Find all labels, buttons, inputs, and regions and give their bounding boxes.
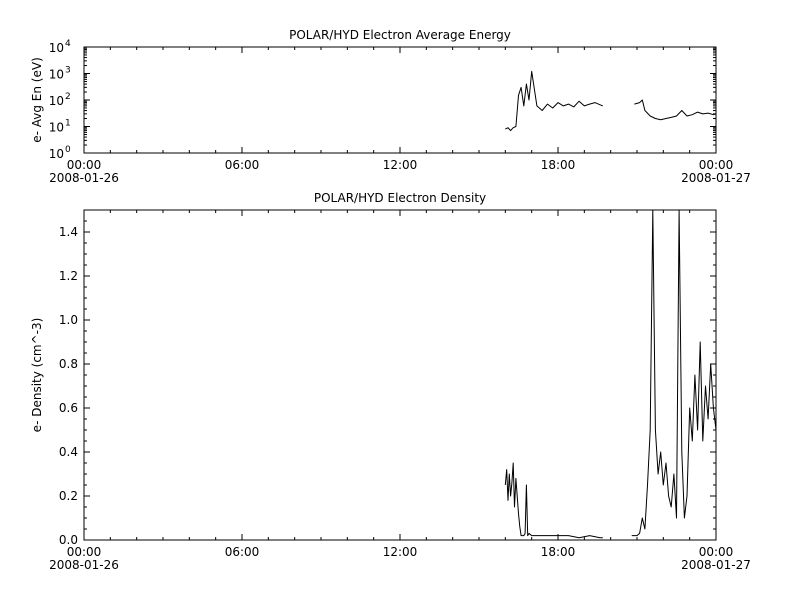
energy-x-tick-date: 2008-01-26 xyxy=(49,171,119,185)
energy-panel: POLAR/HYD Electron Average Energy e- Avg… xyxy=(30,28,751,185)
energy-x-tick-label: 12:00 xyxy=(383,158,418,172)
energy-y-tick-exponent: 4 xyxy=(65,39,71,49)
energy-y-tick-exponent: 1 xyxy=(65,119,71,129)
density-y-tick-label: 1.2 xyxy=(59,269,78,283)
density-y-tick-label: 0.6 xyxy=(59,401,78,415)
density-x-tick-date: 2008-01-26 xyxy=(49,558,119,572)
density-x-tick-label: 00:00 xyxy=(67,545,102,559)
density-y-tick-label: 1.4 xyxy=(59,225,78,239)
energy-x-tick-label: 06:00 xyxy=(225,158,260,172)
density-y-tick-label: 1.0 xyxy=(59,313,78,327)
energy-plot-frame xyxy=(83,46,717,154)
density-x-tick-label: 00:00 xyxy=(699,545,734,559)
energy-plot-title: POLAR/HYD Electron Average Energy xyxy=(289,28,511,42)
density-x-tick-label: 12:00 xyxy=(383,545,418,559)
density-plot-frame xyxy=(83,209,717,541)
energy-y-tick-label: 10 xyxy=(49,121,64,135)
energy-y-tick-label: 10 xyxy=(49,147,64,161)
density-y-tick-label: 0.0 xyxy=(59,533,78,547)
density-series-line xyxy=(631,209,717,537)
energy-x-tick-date: 2008-01-27 xyxy=(681,171,751,185)
energy-y-tick-exponent: 2 xyxy=(65,92,71,102)
density-x-tick-date: 2008-01-27 xyxy=(681,558,751,572)
energy-y-tick-label: 10 xyxy=(49,41,64,55)
density-x-tick-label: 06:00 xyxy=(225,545,260,559)
energy-series xyxy=(505,70,717,132)
energy-y-axis-label: e- Avg En (eV) xyxy=(30,57,44,143)
energy-y-tick-exponent: 3 xyxy=(65,66,71,76)
density-y-axis-label: e- Density (cm^-3) xyxy=(30,318,44,433)
energy-x-tick-label: 00:00 xyxy=(67,158,102,172)
density-series-line xyxy=(504,462,603,539)
energy-x-tick-label: 00:00 xyxy=(699,158,734,172)
density-plot-title: POLAR/HYD Electron Density xyxy=(314,191,486,205)
density-y-tick-label: 0.4 xyxy=(59,445,78,459)
energy-series-line xyxy=(634,99,717,121)
density-y-tick-label: 0.8 xyxy=(59,357,78,371)
energy-y-tick-label: 10 xyxy=(49,68,64,82)
density-series xyxy=(504,209,717,539)
density-x-tick-label: 18:00 xyxy=(541,545,576,559)
energy-x-tick-label: 18:00 xyxy=(541,158,576,172)
energy-y-tick-label: 10 xyxy=(49,94,64,108)
density-y-tick-label: 0.2 xyxy=(59,489,78,503)
density-panel: POLAR/HYD Electron Density e- Density (c… xyxy=(30,191,751,572)
energy-y-tick-exponent: 0 xyxy=(65,145,71,155)
energy-series-line xyxy=(505,70,603,132)
